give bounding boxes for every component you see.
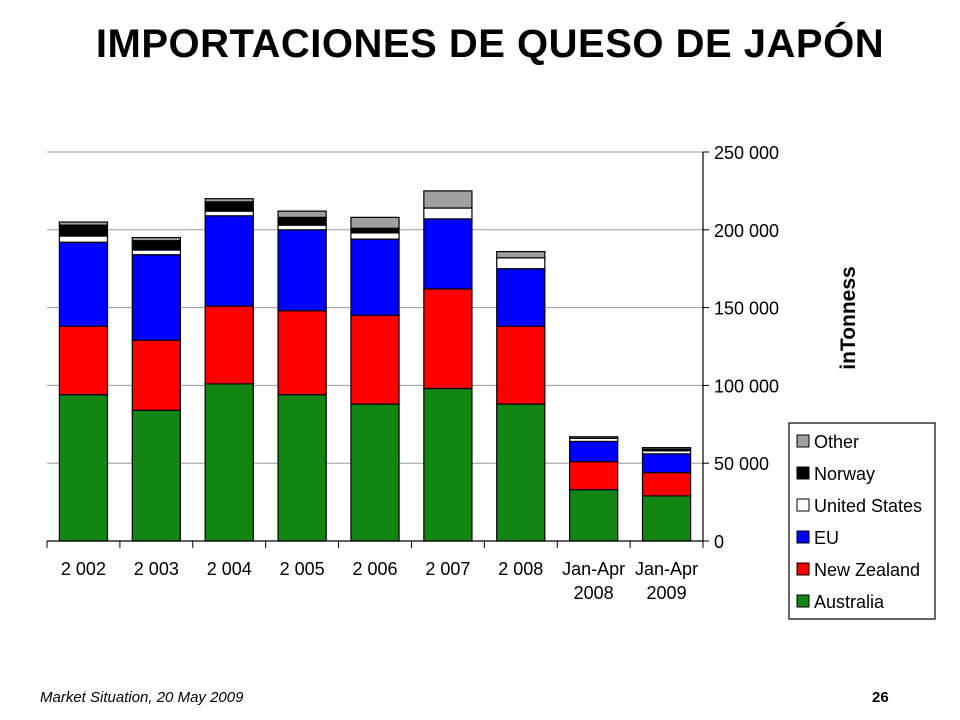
bar-segment-new-zealand [277,310,327,396]
x-tick-label: 2 004 [207,559,252,579]
bar-segment-united-states [58,235,109,243]
legend-swatch-united-states [796,498,810,512]
bar-segment-united-states [204,210,254,217]
bar-segment-new-zealand [423,288,473,390]
bar-segment-eu [131,254,181,341]
bar-segment-new-zealand [58,325,109,396]
x-tick-label: 2 006 [352,559,397,579]
bar-segment-australia [204,383,254,542]
y-tick-label: 250 000 [714,143,779,163]
bar-segment-united-states [277,224,327,231]
bar-segment-other [204,198,254,203]
bar-segment-other [423,190,473,209]
bar-segment-eu [496,268,546,327]
bar-segment-norway [277,216,327,226]
bar-segment-other [131,236,181,242]
x-tick-label: Jan-Apr 2009 [635,559,698,603]
bar-segment-new-zealand [204,305,254,385]
bar-segment-australia [131,409,181,542]
axes: 0 50 000 100 000 150 000 200 000 250 000 2 002… [46,143,779,603]
bars [58,190,692,542]
bar-segment-eu [641,453,692,474]
bar-segment-united-states [350,232,400,240]
x-tick-label: Jan-Apr 2008 [562,559,625,603]
bar-segment-norway [58,224,109,237]
bar-segment-eu [204,215,254,307]
bar-segment-australia [569,489,619,542]
legend-swatch-new-zealand [796,562,810,576]
bar-segment-other [641,447,692,450]
y-axis-label: inTonness [837,266,860,369]
legend-label-eu: EU [814,528,839,548]
legend-swatch-other [796,434,810,448]
bar-segment-new-zealand [131,339,181,411]
y-tick-label: 50 000 [714,454,769,474]
bar-segment-eu [569,440,619,463]
legend-swatch-australia [796,594,810,608]
y-tick-label: 100 000 [714,376,779,396]
legend-label-united-states: United States [814,496,922,516]
y-tick-label: 150 000 [714,299,779,319]
bar-segment-eu [350,238,400,316]
x-tick-label: 2 005 [280,559,325,579]
page-number: 26 [872,689,889,706]
bar-segment-united-states [131,249,181,256]
bar-segment-other [569,436,619,439]
x-tick-label: 2 008 [498,559,543,579]
legend-box [788,422,936,620]
x-tick-label: 2 003 [134,559,179,579]
legend-label-new-zealand: New Zealand [814,560,920,580]
footer-source: Market Situation, 20 May 2009 [40,689,244,706]
bar-segment-norway [204,201,254,212]
bar-segment-other [58,221,109,226]
bar-segment-australia [641,495,692,542]
bar-segment-other [277,210,327,218]
bar-segment-new-zealand [350,314,400,405]
bar-segment-norway [350,227,400,234]
bar-segment-australia [277,394,327,542]
bar-segment-united-states [423,207,473,220]
bar-segment-other [350,216,400,229]
bar-segment-other [496,250,546,259]
x-tick-label: 2 007 [425,559,470,579]
y-tick-label: 0 [714,532,724,552]
bar-segment-new-zealand [496,325,546,405]
bar-segment-australia [423,387,473,542]
y-tick-label: 200 000 [714,221,779,241]
legend-label-norway: Norway [814,464,875,484]
bar-segment-eu [423,218,473,290]
legend: Other Norway United States EU New Zealand Aus… [788,422,936,620]
legend-swatch-eu [796,530,810,544]
bar-segment-united-states [496,257,546,270]
legend-label-australia: Australia [814,592,885,612]
bar-segment-australia [58,394,109,542]
bar-segment-eu [58,241,109,327]
bar-segment-new-zealand [569,461,619,491]
x-tick-label: 2 002 [61,559,106,579]
bar-segment-australia [496,403,546,542]
bar-segment-norway [131,240,181,251]
legend-swatch-norway [796,466,810,480]
bar-segment-eu [277,229,327,312]
chart-title: IMPORTACIONES DE QUESO DE JAPÓN [95,22,885,66]
bar-segment-new-zealand [641,471,692,497]
legend-label-other: Other [814,432,859,452]
bar-segment-australia [350,403,400,542]
